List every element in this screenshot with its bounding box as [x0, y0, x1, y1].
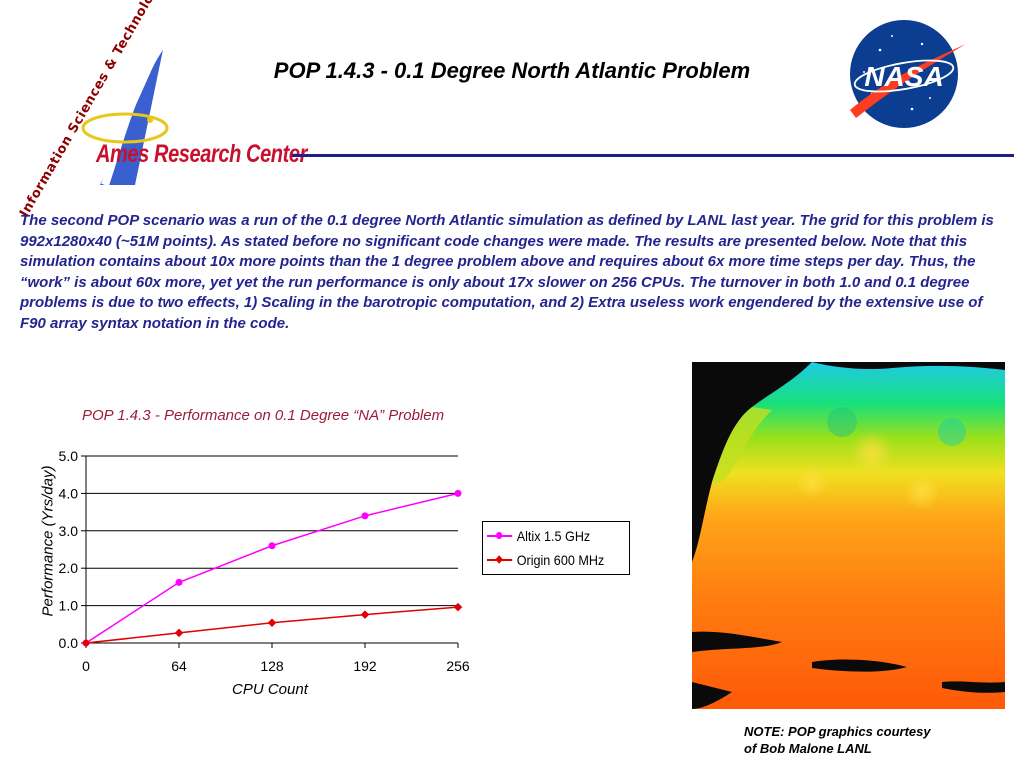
chart-legend: Altix 1.5 GHz Origin 600 MHz [482, 521, 630, 575]
legend-item-origin: Origin 600 MHz [487, 550, 604, 570]
legend-swatch-origin [487, 553, 513, 567]
series-1-point-3 [360, 610, 370, 619]
x-tick-label-4: 256 [446, 658, 470, 674]
note-line-2: of Bob Malone LANL [744, 741, 872, 756]
x-tick-label-0: 0 [82, 658, 90, 674]
ocean-temperature-map [692, 362, 1005, 709]
y-tick-label-3: 3.0 [59, 523, 79, 539]
x-tick-label-2: 128 [260, 658, 284, 674]
x-axis-label: CPU Count [232, 681, 308, 698]
series-0-point-1 [175, 578, 183, 586]
series-1-point-1 [174, 628, 184, 638]
slide-title: POP 1.4.3 - 0.1 Degree North Atlantic Pr… [273, 58, 751, 83]
legend-label-origin: Origin 600 MHz [516, 552, 605, 568]
chart-title: POP 1.4.3 - Performance on 0.1 Degree “N… [82, 407, 445, 424]
series-1-point-4 [453, 602, 463, 612]
ames-logo-graphic [81, 37, 169, 187]
series-0-point-2 [268, 542, 276, 550]
x-tick-label-3: 192 [353, 658, 377, 674]
y-tick-label-0: 0.0 [59, 635, 79, 651]
y-tick-label-1: 1.0 [59, 598, 79, 614]
legend-label-altix: Altix 1.5 GHz [516, 528, 591, 544]
legend-swatch-altix [487, 529, 513, 543]
legend-item-altix: Altix 1.5 GHz [487, 526, 590, 546]
note-line-1: NOTE: POP graphics courtesy [744, 724, 931, 739]
series-1-point-2 [267, 618, 277, 628]
series-0-point-4 [454, 489, 462, 497]
x-tick-label-1: 64 [171, 658, 187, 674]
ames-logo-text: Ames Research Center [96, 140, 307, 168]
graphics-credit-note: NOTE: POP graphics courtesy of Bob Malon… [744, 723, 974, 757]
y-tick-label-5: 5.0 [59, 448, 79, 464]
series-0-point-3 [361, 512, 369, 520]
title-divider [292, 154, 1014, 157]
nasa-logo-text: NASA [864, 61, 943, 92]
nasa-logo: NASA [850, 20, 966, 128]
y-tick-label-2: 2.0 [59, 560, 79, 576]
series-1-point-0 [81, 638, 91, 648]
body-paragraph: The second POP scenario was a run of the… [20, 212, 994, 332]
y-tick-label-4: 4.0 [59, 485, 79, 501]
y-axis-label: Performance (Yrs/day) [39, 465, 57, 617]
